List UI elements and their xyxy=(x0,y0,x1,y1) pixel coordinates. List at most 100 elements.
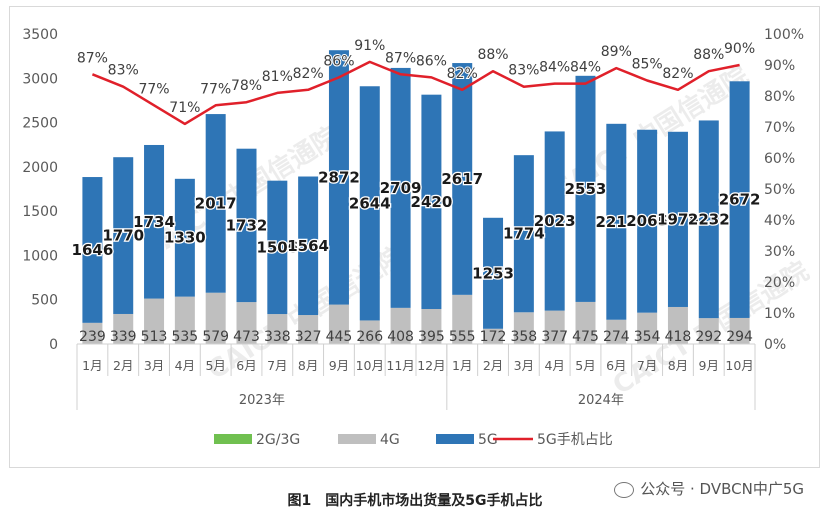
data-label-4g: 395 xyxy=(418,329,445,345)
data-label-5g: 1978 xyxy=(657,210,699,228)
bar-4g xyxy=(144,298,165,344)
data-label-ratio: 78% xyxy=(231,78,262,94)
data-label-ratio: 82% xyxy=(662,66,693,82)
bar-4g xyxy=(328,304,349,344)
data-label-5g: 2065 xyxy=(626,212,668,230)
x-tick-label: 2月 xyxy=(113,358,133,373)
y-tick-label: 3500 xyxy=(22,27,58,43)
bar-4g xyxy=(513,312,534,344)
data-label-4g: 418 xyxy=(665,329,692,345)
data-label-ratio: 90% xyxy=(724,41,755,57)
x-tick-label: 4月 xyxy=(175,358,195,373)
data-label-ratio: 86% xyxy=(416,53,447,69)
y-tick-label: 500 xyxy=(31,293,58,309)
data-label-5g: 1330 xyxy=(164,229,206,247)
data-label-4g: 292 xyxy=(695,329,722,345)
data-label-4g: 445 xyxy=(326,329,353,345)
data-label-4g: 274 xyxy=(603,329,630,345)
x-tick-label: 1月 xyxy=(452,358,472,373)
bar-4g xyxy=(236,302,257,344)
data-label-4g: 239 xyxy=(79,329,106,345)
x-tick-label: 6月 xyxy=(236,358,256,373)
legend-label: 2G/3G xyxy=(256,432,300,448)
data-label-4g: 294 xyxy=(726,329,753,345)
y-tick-label: 2000 xyxy=(22,160,58,176)
bar-4g xyxy=(390,307,411,344)
data-label-5g: 2023 xyxy=(534,212,576,230)
x-tick-label: 10月 xyxy=(725,358,753,373)
bar-4g xyxy=(174,296,195,344)
bar-4g xyxy=(729,317,750,344)
data-label-ratio: 88% xyxy=(693,47,724,63)
bar-4g xyxy=(359,320,380,344)
data-label-4g: 377 xyxy=(541,329,568,345)
data-label-5g: 2017 xyxy=(195,194,237,212)
bar-5g xyxy=(298,176,319,316)
bar-5g xyxy=(452,63,473,295)
bar-5g xyxy=(729,81,750,318)
y2-tick-label: 50% xyxy=(764,182,795,198)
data-label-5g: 2232 xyxy=(688,210,730,228)
source-tag-text: 公众号 · DVBCN中广5G xyxy=(640,480,804,498)
legend-swatch xyxy=(214,434,252,444)
bar-4g xyxy=(113,313,134,344)
x-tick-label: 6月 xyxy=(606,358,626,373)
bar-5g xyxy=(113,157,134,314)
y2-tick-label: 80% xyxy=(764,89,795,105)
y2-tick-label: 0% xyxy=(764,337,786,353)
ratio-line xyxy=(91,60,740,126)
x-tick-label: 2月 xyxy=(483,358,503,373)
bar-4g xyxy=(606,319,627,344)
y-tick-label: 2500 xyxy=(22,116,58,132)
data-label-ratio: 84% xyxy=(539,60,570,76)
y2-tick-label: 100% xyxy=(764,27,804,43)
bar-5g xyxy=(667,131,688,307)
data-label-ratio: 81% xyxy=(262,69,293,85)
legend-swatch xyxy=(338,434,376,444)
y2-tick-label: 60% xyxy=(764,151,795,167)
data-label-4g: 408 xyxy=(387,329,414,345)
y2-tick-label: 10% xyxy=(764,306,795,322)
x-tick-label: 8月 xyxy=(668,358,688,373)
data-label-ratio: 86% xyxy=(323,53,354,69)
legend-label: 5G手机占比 xyxy=(537,432,613,448)
data-label-4g: 172 xyxy=(480,329,507,345)
data-label-5g: 2872 xyxy=(318,168,360,186)
x-tick-label: 10月 xyxy=(356,358,384,373)
x-tick-label: 8月 xyxy=(298,358,318,373)
bar-4g xyxy=(298,315,319,344)
x-tick-label: 5月 xyxy=(205,358,225,373)
year-group-label: 2024年 xyxy=(578,393,624,408)
bar-4g xyxy=(267,314,288,344)
y2-tick-label: 90% xyxy=(764,58,795,74)
data-label-ratio: 82% xyxy=(293,66,324,82)
bar-4g xyxy=(452,294,473,344)
data-label-ratio: 83% xyxy=(508,63,539,79)
year-group-label: 2023年 xyxy=(239,393,285,408)
data-label-5g: 2212 xyxy=(595,213,637,231)
bar-5g xyxy=(328,50,349,305)
data-label-ratio: 82% xyxy=(447,66,478,82)
legend-swatch xyxy=(436,434,474,444)
bar-4g xyxy=(544,310,565,344)
data-label-4g: 513 xyxy=(141,329,168,345)
bar-5g xyxy=(544,131,565,311)
data-label-4g: 339 xyxy=(110,329,137,345)
data-label-4g: 579 xyxy=(202,329,229,345)
data-label-4g: 475 xyxy=(572,329,599,345)
bar-4g xyxy=(421,309,442,344)
data-label-5g: 1564 xyxy=(287,237,329,255)
data-label-ratio: 91% xyxy=(354,38,385,54)
data-label-5g: 2709 xyxy=(380,179,422,197)
bar-4g xyxy=(698,318,719,344)
bar-5g xyxy=(205,114,226,293)
x-tick-label: 5月 xyxy=(575,358,595,373)
data-label-ratio: 83% xyxy=(108,63,139,79)
bar-4g xyxy=(82,322,103,344)
data-label-5g: 2553 xyxy=(565,180,607,198)
legend-label: 5G xyxy=(478,432,498,448)
bar-5g xyxy=(513,155,534,313)
x-tick-label: 9月 xyxy=(699,358,719,373)
bar-5g xyxy=(267,180,288,315)
data-label-4g: 535 xyxy=(171,329,198,345)
